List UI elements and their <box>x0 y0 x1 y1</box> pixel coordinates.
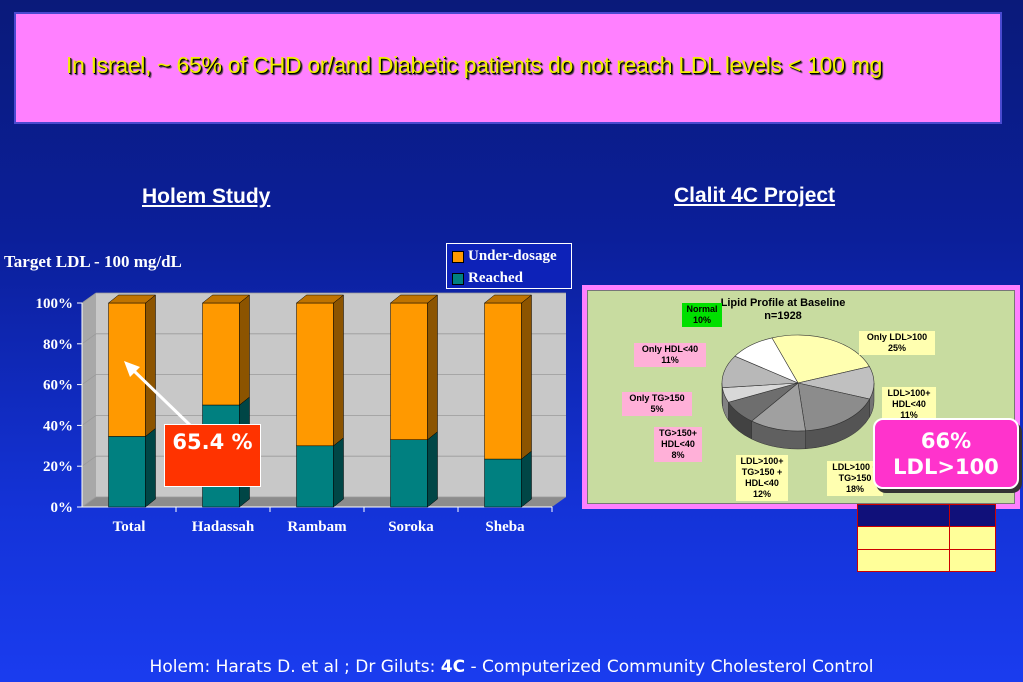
table-row <box>857 548 996 573</box>
bar-underdosage-sheba <box>484 302 522 460</box>
legend-item-under-dosage: Under-dosage <box>452 248 557 265</box>
pie-chart-panel: Lipid Profile at Baseline n=1928 Normal … <box>587 290 1015 504</box>
bar-top <box>389 294 439 304</box>
bar-side <box>427 431 438 508</box>
title-banner: In Israel, ~ 65% of CHD or/and Diabetic … <box>14 12 1002 124</box>
table-row <box>857 526 996 550</box>
legend-swatch-reached <box>452 272 464 285</box>
bar-reached-rambam <box>296 445 334 508</box>
ldl-badge: 66% LDL>100 <box>873 418 1019 489</box>
y-tick-label: 40% <box>43 418 73 434</box>
gridline-depth <box>81 496 97 508</box>
bar-top <box>483 294 533 304</box>
table-cell <box>857 503 950 528</box>
pie-slice-7 <box>734 337 799 384</box>
x-tick-label: Hadassah <box>192 519 255 535</box>
x-tick-label: Total <box>113 519 146 535</box>
pie-title: Lipid Profile at Baseline n=1928 <box>720 297 846 322</box>
bar-underdosage-hadassah <box>202 302 240 406</box>
gridline-depth <box>81 455 97 467</box>
bar-reached-total <box>108 436 146 508</box>
x-tick-label: Sheba <box>485 519 525 535</box>
bar-reached-sheba <box>484 458 522 508</box>
pie-label-only-ldl: Only LDL>100 25% <box>859 331 935 355</box>
y-tick-label: 20% <box>43 459 73 475</box>
footer-text-b: - Computerized Community Cholesterol Con… <box>465 657 874 677</box>
y-tick-label: 0% <box>51 500 74 516</box>
pie-label-only-tg: Only TG>150 5% <box>622 392 692 416</box>
target-ldl-label: Target LDL - 100 mg/dL <box>4 252 182 271</box>
chart-side-wall <box>82 293 96 507</box>
holem-study-heading: Holem Study <box>142 185 271 208</box>
bar-side <box>145 294 156 437</box>
bar-side <box>427 294 438 441</box>
pie-label-ldl-hdl: LDL>100+ HDL<40 11% <box>882 387 936 422</box>
bar-underdosage-soroka <box>390 302 428 440</box>
gridline-depth <box>81 374 97 385</box>
banner-title: In Israel, ~ 65% of CHD or/and Diabetic … <box>66 52 883 78</box>
bar-underdosage-rambam <box>296 302 334 447</box>
table-cell <box>857 548 950 573</box>
callout-arrowhead <box>124 361 140 377</box>
callout-65-4: 65.4 % <box>164 424 261 487</box>
pie-label-tg-hdl: TG>150+ HDL<40 8% <box>654 427 702 462</box>
bar-side <box>145 427 156 508</box>
bar-top <box>107 294 157 304</box>
footer-text-4c: 4C <box>440 657 466 677</box>
table-cell <box>949 548 996 573</box>
table-cell <box>949 503 996 528</box>
pie-label-ldl-tg-hdl: LDL>100+ TG>150 + HDL<40 12% <box>736 455 788 501</box>
bar-underdosage-total <box>108 302 146 437</box>
stacked-bar-chart: 0% 20% 40% 60% 80% 100% Total Hadassah Rambam Sor… <box>36 292 566 535</box>
bar-side <box>239 294 250 406</box>
table-cell <box>857 526 950 550</box>
clalit-project-heading: Clalit 4C Project <box>674 184 836 207</box>
x-tick-label: Soroka <box>388 519 434 535</box>
legend-label-reached: Reached <box>468 270 523 286</box>
bar-side <box>521 450 532 508</box>
y-tick-label: 60% <box>43 378 73 394</box>
bar-top <box>201 294 251 304</box>
bar-side <box>333 294 344 447</box>
pie-slice-0 <box>771 334 870 384</box>
footer-citation: Holem: Harats D. et al ; Dr Giluts: 4C -… <box>0 657 1023 677</box>
pie-label-normal: Normal 10% <box>682 303 722 327</box>
legend-label-under-dosage: Under-dosage <box>468 248 557 264</box>
y-tick-label: 80% <box>43 337 73 353</box>
summary-table <box>857 503 996 573</box>
gridline-depth <box>81 415 97 426</box>
pie-chart <box>721 334 875 450</box>
legend-item-reached: Reached <box>452 270 523 287</box>
bar-reached-soroka <box>390 439 428 508</box>
bar-side <box>521 294 532 460</box>
y-tick-label: 100% <box>36 296 74 312</box>
legend-swatch-under-dosage <box>452 250 464 263</box>
x-tick-label: Rambam <box>287 519 347 535</box>
pie-chart-frame: Lipid Profile at Baseline n=1928 Normal … <box>582 285 1020 509</box>
bar-top <box>295 294 345 304</box>
bar-side <box>333 437 344 508</box>
footer-text-a: Holem: Harats D. et al ; Dr Giluts: <box>149 657 441 677</box>
gridline-depth <box>81 333 97 345</box>
table-row <box>857 503 996 528</box>
bar-chart-legend: Under-dosage Reached <box>446 243 572 289</box>
table-cell <box>949 526 996 550</box>
pie-label-only-hdl: Only HDL<40 11% <box>634 343 706 367</box>
gridline-depth <box>81 292 97 304</box>
callout-arrow <box>130 367 194 429</box>
pie-slice-2 <box>797 382 871 432</box>
